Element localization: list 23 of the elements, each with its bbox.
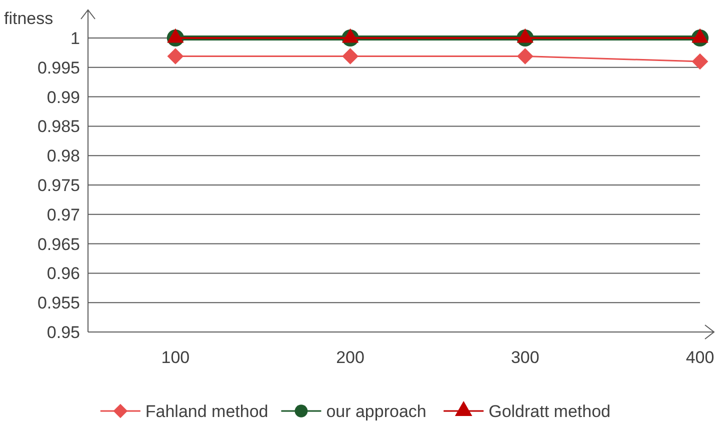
y-tick-label: 0.995 (37, 58, 80, 78)
y-tick-label: 0.95 (46, 322, 80, 342)
y-tick-label: 0.98 (46, 146, 80, 166)
legend-label: our approach (326, 402, 426, 421)
point (342, 48, 358, 64)
x-tick-label: 100 (161, 348, 190, 367)
y-axis-title: fitness (4, 9, 54, 28)
legend-label: Fahland method (145, 402, 268, 421)
x-tick-label: 400 (686, 348, 714, 367)
x-tick-label: 300 (510, 348, 540, 367)
point (167, 48, 184, 64)
y-tick-label: 0.975 (37, 176, 80, 195)
y-tick-label: 0.97 (46, 205, 80, 224)
y-tick-label: 0.99 (46, 88, 80, 107)
y-tick-label: 1 (70, 28, 80, 48)
y-tick-label: 0.965 (37, 234, 80, 254)
legend-label: Goldratt method (488, 402, 611, 421)
point (516, 48, 534, 64)
y-tick-label: 0.96 (46, 264, 80, 284)
point (692, 53, 708, 70)
y-tick-label: 0.985 (37, 117, 80, 136)
x-tick-label: 200 (336, 348, 364, 367)
y-tick-label: 0.955 (37, 294, 80, 313)
